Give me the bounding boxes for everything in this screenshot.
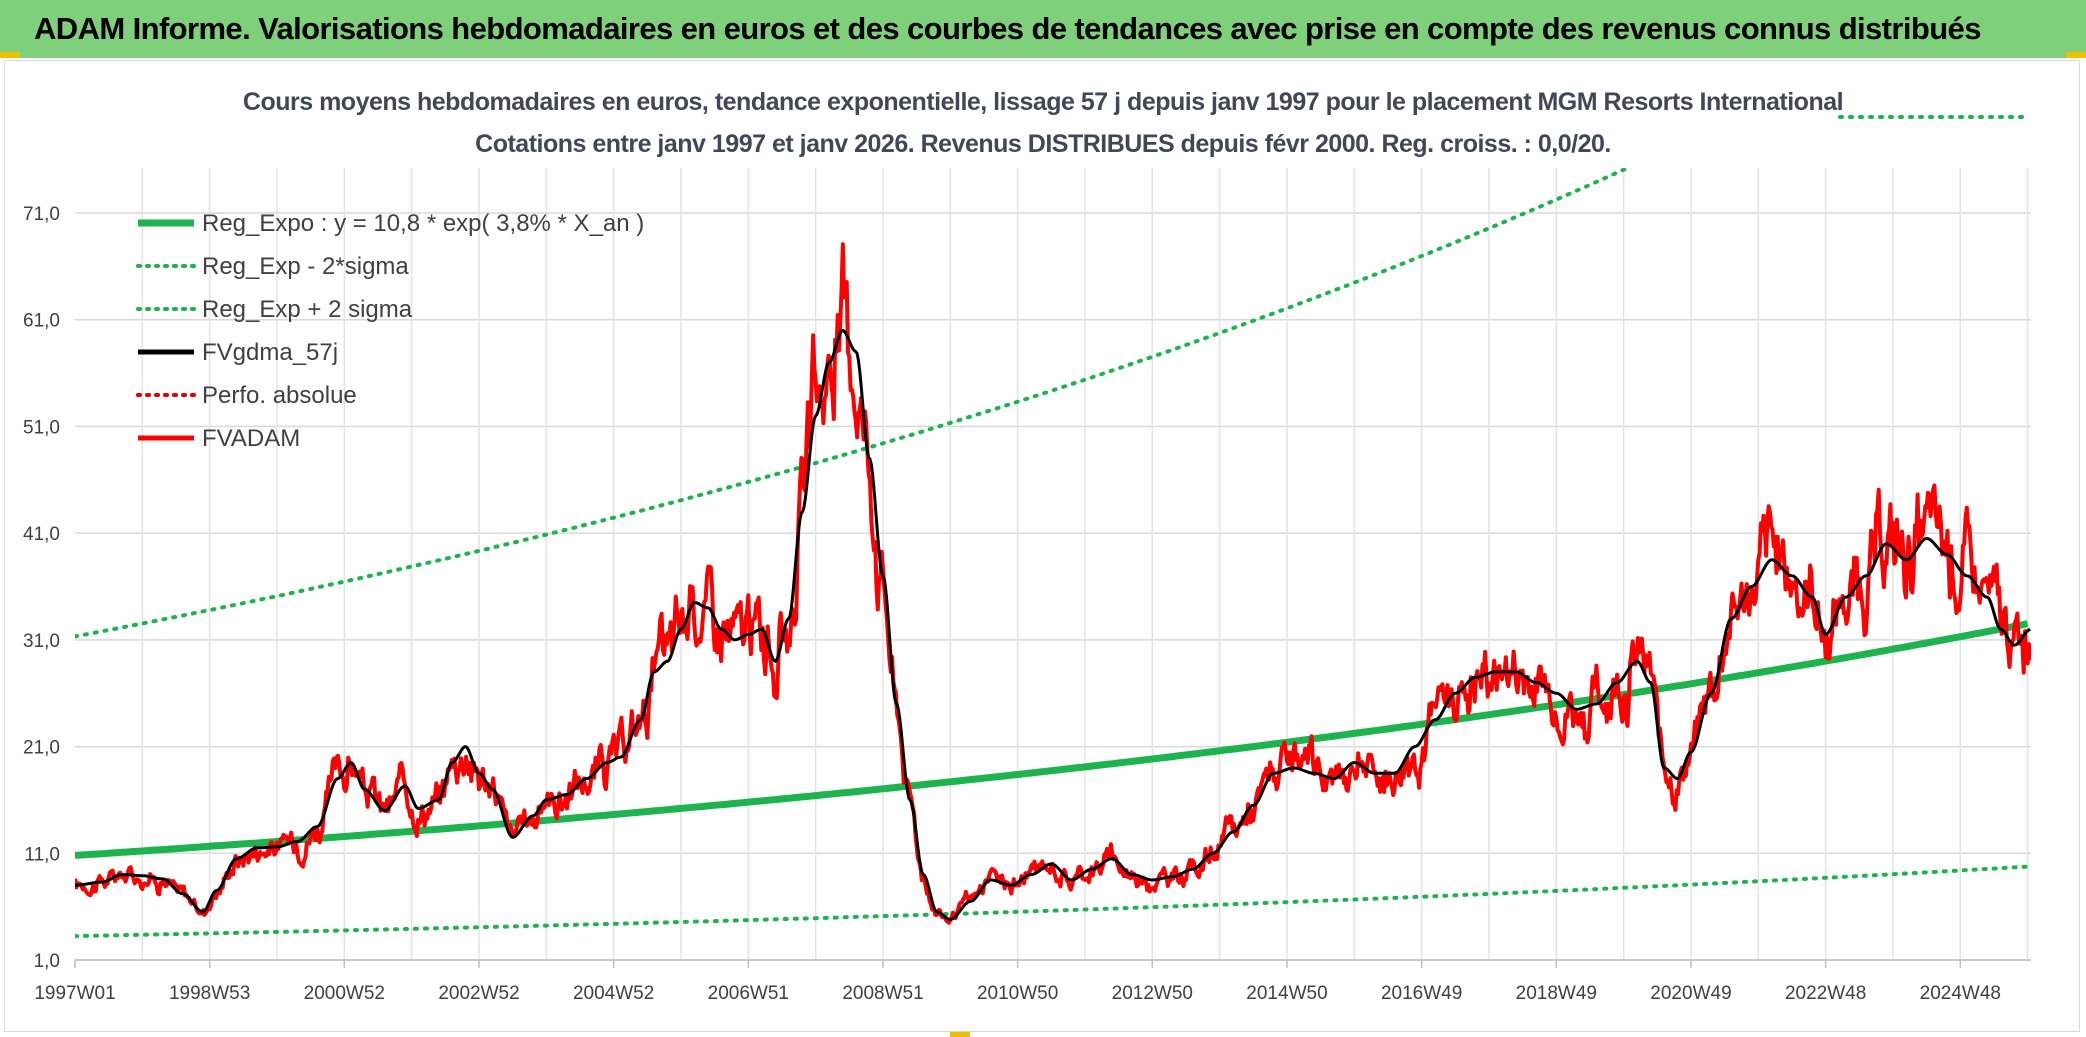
x-tick-label: 2000W52 bbox=[304, 983, 385, 1004]
y-tick-label: 11,0 bbox=[24, 844, 60, 865]
y-tick-label: 1,0 bbox=[34, 951, 60, 972]
y-tick-label: 31,0 bbox=[23, 631, 60, 652]
reg-expo-line bbox=[75, 620, 2029, 859]
chart-title-line1: Cours moyens hebdomadaires en euros, ten… bbox=[242, 88, 1844, 116]
report-title: ADAM Informe. Valorisations hebdomadaire… bbox=[34, 11, 1981, 46]
x-tick-label: 2014W50 bbox=[1246, 983, 1327, 1004]
corner-mark-right bbox=[2066, 52, 2086, 58]
corner-mark-left bbox=[0, 52, 20, 58]
x-tick-label: 2012W50 bbox=[1112, 983, 1193, 1004]
y-tick-label: 41,0 bbox=[23, 524, 60, 545]
y-tick-label: 21,0 bbox=[23, 738, 60, 759]
x-tick-label: 1997W01 bbox=[34, 983, 115, 1004]
x-tick-label: 2018W49 bbox=[1516, 983, 1597, 1004]
legend-label: FVADAM bbox=[202, 425, 300, 452]
x-tick-label: 2006W51 bbox=[708, 983, 789, 1004]
y-tick-label: 51,0 bbox=[23, 417, 60, 438]
x-tick-label: 2016W49 bbox=[1381, 983, 1462, 1004]
legend-label: Reg_Exp - 2*sigma bbox=[202, 253, 409, 280]
legend-label: Reg_Exp + 2 sigma bbox=[202, 296, 413, 323]
legend-label: Reg_Expo : y = 10,8 * exp( 3,8% * X_an ) bbox=[202, 210, 644, 237]
x-tick-label: 2022W48 bbox=[1785, 983, 1866, 1004]
legend-label: FVgdma_57j bbox=[202, 339, 338, 366]
fvgdma-57j-line bbox=[75, 328, 2031, 921]
x-tick-label: 2020W49 bbox=[1650, 983, 1731, 1004]
x-tick-label: 2002W52 bbox=[438, 983, 519, 1004]
x-tick-label: 2010W50 bbox=[977, 983, 1058, 1004]
legend-label: Perfo. absolue bbox=[202, 382, 357, 409]
chart-title-line2: Cotations entre janv 1997 et janv 2026. … bbox=[475, 130, 1611, 158]
report-banner: ADAM Informe. Valorisations hebdomadaire… bbox=[0, 0, 2086, 58]
y-tick-label: 61,0 bbox=[23, 311, 60, 332]
reg-exp-minus-2sigma-line bbox=[75, 864, 2030, 939]
chart-frame bbox=[4, 60, 2080, 1032]
x-tick-label: 1998W53 bbox=[169, 983, 250, 1004]
corner-mark-bottom bbox=[950, 1031, 970, 1037]
reg-exp-plus-2sigma-line bbox=[75, 168, 1633, 639]
fvadam-line bbox=[75, 242, 2031, 925]
x-tick-label: 2008W51 bbox=[842, 983, 923, 1004]
x-tick-label: 2024W48 bbox=[1920, 983, 2001, 1004]
x-tick-label: 2004W52 bbox=[573, 983, 654, 1004]
y-tick-label: 71,0 bbox=[23, 204, 60, 225]
